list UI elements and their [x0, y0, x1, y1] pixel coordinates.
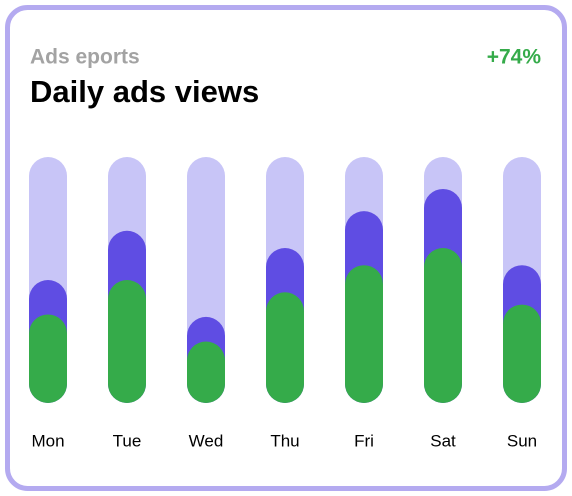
- x-tick-label: Sun: [507, 431, 537, 450]
- x-tick-label: Mon: [31, 431, 64, 450]
- bar: [424, 248, 462, 403]
- bar: [503, 304, 541, 403]
- x-tick-label: Sat: [430, 431, 456, 450]
- bar: [266, 292, 304, 403]
- bar: [29, 314, 67, 403]
- bar: [187, 341, 225, 403]
- bar: [345, 265, 383, 403]
- x-tick-label: Thu: [270, 431, 299, 450]
- x-tick-label: Fri: [354, 431, 374, 450]
- card-kicker: Ads eports: [30, 46, 140, 69]
- x-tick-label: Wed: [189, 431, 224, 450]
- change-badge: +74%: [487, 46, 542, 69]
- bar: [108, 280, 146, 403]
- card-title: Daily ads views: [30, 74, 259, 109]
- x-tick-label: Tue: [113, 431, 142, 450]
